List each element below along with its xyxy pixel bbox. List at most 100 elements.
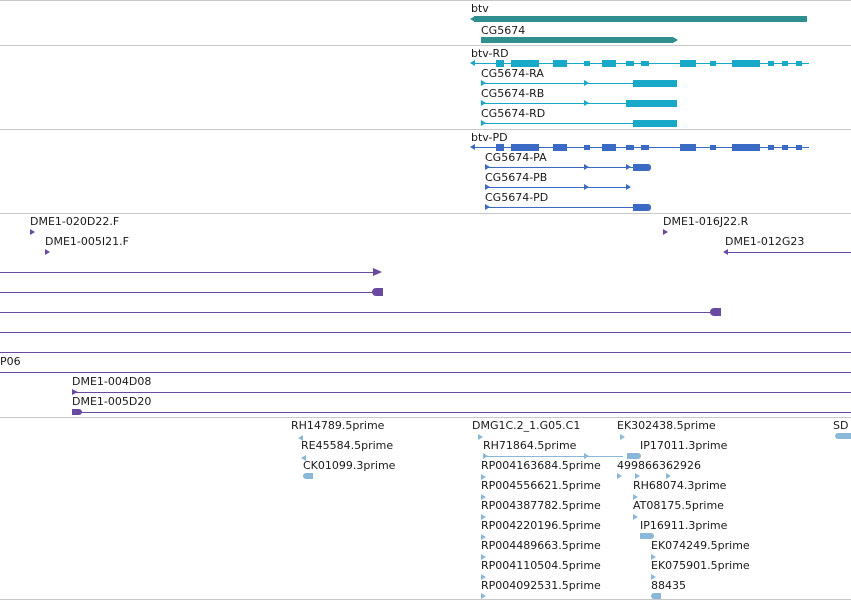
est-label[interactable]: RP004489663.5prime xyxy=(481,539,601,552)
gene-label-btv[interactable]: btv xyxy=(471,2,489,15)
protein-btv-pd-segment[interactable] xyxy=(511,144,539,151)
est-marker[interactable] xyxy=(633,494,638,500)
transcript-btv-rd-exon[interactable] xyxy=(511,60,539,67)
est-label[interactable]: 499866362926 xyxy=(617,459,701,472)
est-label[interactable]: RP004387782.5prime xyxy=(481,499,601,512)
est-label[interactable]: CK01099.3prime xyxy=(303,459,396,472)
est-marker[interactable] xyxy=(584,453,589,459)
est-label[interactable]: DMG1C.2_1.G05.C1 xyxy=(472,419,581,432)
bac-end-marker[interactable] xyxy=(45,249,50,255)
est-marker[interactable] xyxy=(620,434,625,440)
est-label[interactable]: 88435 xyxy=(651,579,686,592)
protein-btv-pd-segment[interactable] xyxy=(796,145,802,150)
bac-clone-line[interactable] xyxy=(0,352,851,353)
protein-btv-pd-segment[interactable] xyxy=(768,145,774,150)
est-label[interactable]: RP004556621.5prime xyxy=(481,479,601,492)
est-marker[interactable] xyxy=(481,554,486,560)
est-marker[interactable] xyxy=(640,533,654,539)
est-marker[interactable] xyxy=(651,554,656,560)
bac-end-label[interactable]: DME1-016J22.R xyxy=(663,215,749,228)
est-label[interactable]: EK074249.5prime xyxy=(651,539,750,552)
est-label[interactable]: SD xyxy=(833,419,849,432)
est-label[interactable]: RP004110504.5prime xyxy=(481,559,601,572)
protein-label-cg5674-pd[interactable]: CG5674-PD xyxy=(485,191,549,204)
est-label[interactable]: EK075901.5prime xyxy=(651,559,750,572)
est-marker[interactable] xyxy=(835,433,851,439)
protein-btv-pd-segment[interactable] xyxy=(553,144,567,151)
bac-clone-line[interactable] xyxy=(0,292,375,293)
protein-cg5674-pd-segment[interactable] xyxy=(633,204,651,211)
transcript-label-btv-rd[interactable]: btv-RD xyxy=(471,47,509,60)
est-marker[interactable] xyxy=(481,593,486,599)
transcript-label-cg5674-rb[interactable]: CG5674-RB xyxy=(481,87,545,100)
protein-btv-pd-segment[interactable] xyxy=(496,144,504,151)
protein-label-cg5674-pb[interactable]: CG5674-PB xyxy=(485,171,548,184)
transcript-btv-rd-exon[interactable] xyxy=(553,60,567,67)
gene-btv[interactable] xyxy=(474,16,807,22)
est-label[interactable]: IP16911.3prime xyxy=(640,519,728,532)
est-label[interactable]: AT08175.5prime xyxy=(633,499,724,512)
est-label[interactable]: RH14789.5prime xyxy=(291,419,385,432)
est-marker[interactable] xyxy=(651,574,656,580)
gene-label-cg5674[interactable]: CG5674 xyxy=(481,24,526,37)
est-marker[interactable] xyxy=(298,435,303,441)
protein-btv-pd-segment[interactable] xyxy=(680,144,696,151)
bac-end-label[interactable]: DME1-020D22.F xyxy=(30,215,120,228)
protein-cg5674-pa-segment[interactable] xyxy=(633,164,651,171)
est-marker[interactable] xyxy=(481,574,486,580)
est-marker[interactable] xyxy=(301,455,306,461)
transcript-cg5674-rb-exon[interactable] xyxy=(626,100,677,107)
bac-end-marker[interactable] xyxy=(663,229,668,235)
bac-clone-label[interactable]: P06 xyxy=(0,355,21,368)
est-label[interactable]: RE45584.5prime xyxy=(301,439,394,452)
protein-btv-pd-segment[interactable] xyxy=(782,145,788,150)
bac-clone-line[interactable] xyxy=(0,332,851,333)
bac-end-label[interactable]: DME1-012G23 xyxy=(725,235,805,248)
est-marker[interactable] xyxy=(478,434,483,440)
bac-clone-line[interactable] xyxy=(72,392,851,393)
est-marker[interactable] xyxy=(651,593,661,599)
protein-btv-pd-segment[interactable] xyxy=(584,145,590,150)
est-marker[interactable] xyxy=(481,474,486,480)
est-marker[interactable] xyxy=(633,514,638,520)
est-marker[interactable] xyxy=(481,514,486,520)
est-marker[interactable] xyxy=(481,494,486,500)
est-marker[interactable] xyxy=(635,473,640,479)
transcript-btv-rd-exon[interactable] xyxy=(796,61,802,66)
est-marker[interactable] xyxy=(627,453,641,459)
transcript-btv-rd-exon[interactable] xyxy=(768,61,774,66)
bac-end-label[interactable]: DME1-005I21.F xyxy=(45,235,129,248)
est-label[interactable]: RP004092531.5prime xyxy=(481,579,601,592)
transcript-label-cg5674-rd[interactable]: CG5674-RD xyxy=(481,107,546,120)
bac-clone-label[interactable]: DME1-004D08 xyxy=(72,375,152,388)
transcript-btv-rd-exon[interactable] xyxy=(584,61,590,66)
transcript-btv-rd-exon[interactable] xyxy=(602,60,616,67)
protein-label-cg5674-pa[interactable]: CG5674-PA xyxy=(485,151,547,164)
transcript-btv-rd-exon[interactable] xyxy=(710,61,716,66)
est-marker[interactable] xyxy=(483,453,488,459)
transcript-cg5674-rd-exon[interactable] xyxy=(633,120,677,127)
bac-clone-line[interactable] xyxy=(0,372,851,373)
bac-end-marker[interactable] xyxy=(30,229,35,235)
est-marker[interactable] xyxy=(481,534,486,540)
transcript-label-cg5674-ra[interactable]: CG5674-RA xyxy=(481,67,544,80)
est-label[interactable]: RP004220196.5prime xyxy=(481,519,601,532)
transcript-btv-rd-exon[interactable] xyxy=(641,61,649,66)
protein-btv-pd-segment[interactable] xyxy=(626,145,634,150)
protein-btv-pd-segment[interactable] xyxy=(602,144,616,151)
bac-clone-label[interactable]: DME1-005D20 xyxy=(72,395,152,408)
gene-cg5674[interactable] xyxy=(481,37,673,43)
transcript-cg5674-ra-exon[interactable] xyxy=(633,80,677,87)
protein-btv-pd-segment[interactable] xyxy=(641,145,649,150)
transcript-btv-rd-exon[interactable] xyxy=(732,60,760,67)
est-label[interactable]: EK302438.5prime xyxy=(617,419,716,432)
est-label[interactable]: IP17011.3prime xyxy=(640,439,728,452)
transcript-btv-rd-exon[interactable] xyxy=(626,61,634,66)
est-label[interactable]: RH71864.5prime xyxy=(483,439,577,452)
est-marker[interactable] xyxy=(666,473,671,479)
transcript-btv-rd-exon[interactable] xyxy=(782,61,788,66)
transcript-btv-rd-exon[interactable] xyxy=(496,60,504,67)
bac-clone-line[interactable] xyxy=(72,412,851,413)
est-marker[interactable] xyxy=(303,473,313,479)
bac-clone-line[interactable] xyxy=(0,312,714,313)
